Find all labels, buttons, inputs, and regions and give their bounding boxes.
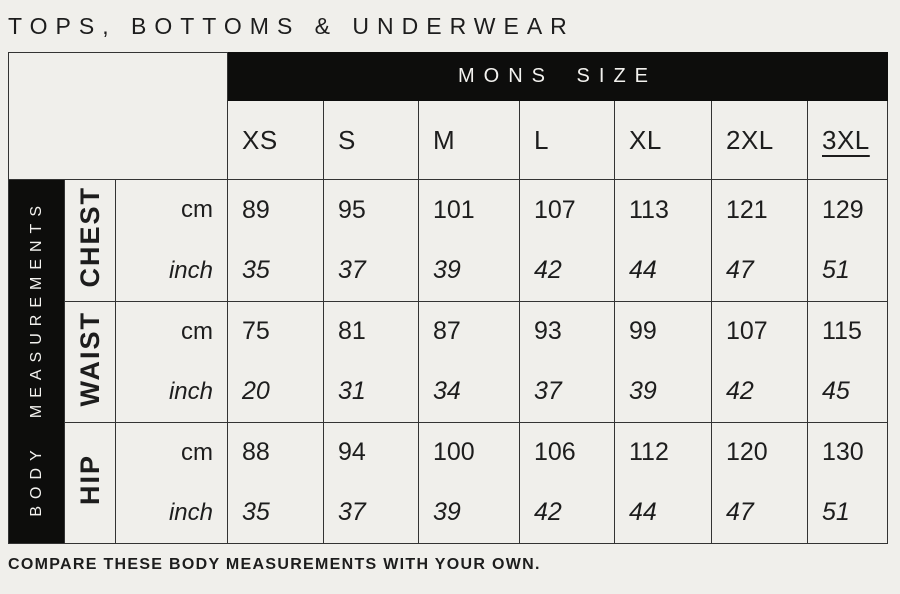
row-group-header: BODY MEASUREMENTS	[8, 179, 65, 544]
waist-inch-s: 31	[323, 361, 419, 423]
waist-cm-xs: 75	[227, 301, 324, 362]
size-label: 2XL	[726, 124, 774, 155]
waist-cm-s: 81	[323, 301, 419, 362]
hip-inch-2xl: 47	[711, 482, 808, 544]
chest-inch-3xl: 51	[807, 240, 888, 302]
chest-inch-l: 42	[519, 240, 615, 302]
chest-cm-xs: 89	[227, 179, 324, 241]
measurement-label: WAIST	[74, 310, 105, 407]
footer-note: COMPARE THESE BODY MEASUREMENTS WITH YOU…	[8, 556, 541, 573]
measurement-label: CHEST	[74, 186, 105, 288]
hip-inch-s: 37	[323, 482, 419, 544]
hip-inch-xl: 44	[614, 482, 712, 544]
size-header-2xl: 2XL	[711, 100, 808, 180]
unit-label-inch: inch	[115, 482, 228, 544]
hip-cm-xl: 112	[614, 422, 712, 483]
hip-cm-m: 100	[418, 422, 520, 483]
chest-cm-3xl: 129	[807, 179, 888, 241]
waist-cm-l: 93	[519, 301, 615, 362]
hip-cm-s: 94	[323, 422, 419, 483]
row-group-label: BODY MEASUREMENTS	[27, 199, 45, 517]
size-label: XS	[242, 124, 278, 155]
waist-inch-2xl: 42	[711, 361, 808, 423]
hip-inch-3xl: 51	[807, 482, 888, 544]
measurement-label-hip: HIP	[64, 422, 116, 544]
size-header-m: M	[418, 100, 520, 180]
chest-cm-m: 101	[418, 179, 520, 241]
chest-cm-s: 95	[323, 179, 419, 241]
corner-blank-cell	[8, 52, 228, 180]
waist-cm-3xl: 115	[807, 301, 888, 362]
measurement-label: HIP	[74, 453, 105, 505]
size-label: XL	[629, 124, 662, 155]
size-label-underlined: 3XL	[822, 124, 870, 155]
waist-inch-xs: 20	[227, 361, 324, 423]
hip-cm-3xl: 130	[807, 422, 888, 483]
chest-inch-xl: 44	[614, 240, 712, 302]
page-title: TOPS, BOTTOMS & UNDERWEAR	[8, 13, 575, 39]
chest-inch-2xl: 47	[711, 240, 808, 302]
hip-cm-l: 106	[519, 422, 615, 483]
column-group-header: MONS SIZE	[227, 52, 888, 101]
waist-inch-m: 34	[418, 361, 520, 423]
waist-inch-xl: 39	[614, 361, 712, 423]
size-label: S	[338, 124, 356, 155]
chest-inch-xs: 35	[227, 240, 324, 302]
waist-cm-2xl: 107	[711, 301, 808, 362]
chest-cm-2xl: 121	[711, 179, 808, 241]
chest-cm-l: 107	[519, 179, 615, 241]
unit-label-cm: cm	[115, 301, 228, 362]
chest-inch-s: 37	[323, 240, 419, 302]
unit-label-inch: inch	[115, 240, 228, 302]
waist-cm-m: 87	[418, 301, 520, 362]
measurement-label-chest: CHEST	[64, 179, 116, 302]
size-header-s: S	[323, 100, 419, 180]
unit-label-inch: inch	[115, 361, 228, 423]
chest-inch-m: 39	[418, 240, 520, 302]
hip-inch-xs: 35	[227, 482, 324, 544]
chest-cm-xl: 113	[614, 179, 712, 241]
hip-cm-xs: 88	[227, 422, 324, 483]
size-label: M	[433, 124, 456, 155]
waist-inch-l: 37	[519, 361, 615, 423]
waist-inch-3xl: 45	[807, 361, 888, 423]
measurement-label-waist: WAIST	[64, 301, 116, 423]
unit-label-cm: cm	[115, 179, 228, 241]
size-label: L	[534, 124, 549, 155]
size-header-3xl: 3XL	[807, 100, 888, 180]
size-header-l: L	[519, 100, 615, 180]
unit-label-cm: cm	[115, 422, 228, 483]
waist-cm-xl: 99	[614, 301, 712, 362]
size-chart-table: MONS SIZE XS S M L XL 2XL 3XL BODY MEASU…	[8, 52, 888, 544]
hip-cm-2xl: 120	[711, 422, 808, 483]
hip-inch-l: 42	[519, 482, 615, 544]
hip-inch-m: 39	[418, 482, 520, 544]
size-header-xl: XL	[614, 100, 712, 180]
size-header-xs: XS	[227, 100, 324, 180]
